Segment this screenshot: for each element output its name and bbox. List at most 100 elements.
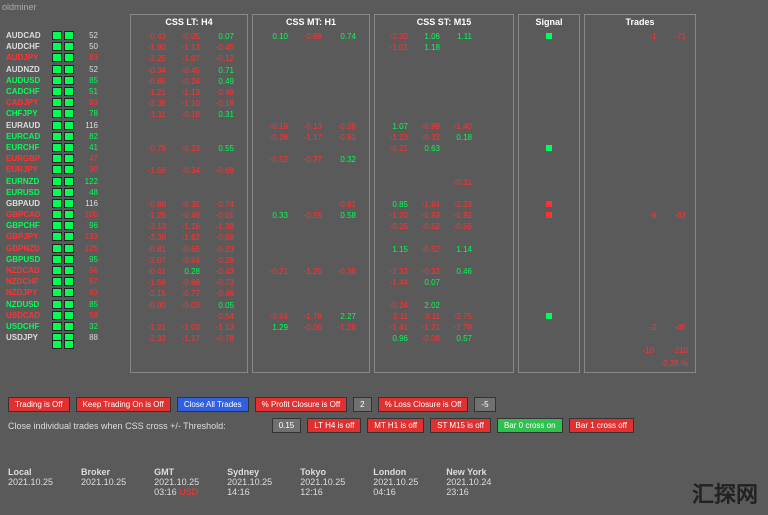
control-button[interactable]: 2 bbox=[353, 397, 371, 412]
st-row bbox=[378, 165, 510, 176]
pair-box-b[interactable] bbox=[52, 232, 62, 241]
css-cell: -1.40 bbox=[442, 122, 472, 131]
pair-box-s[interactable] bbox=[64, 98, 74, 107]
css-cell: -0.69 bbox=[202, 166, 234, 175]
control-button[interactable]: % Loss Closure is Off bbox=[378, 397, 469, 412]
pair-num: 52 bbox=[76, 31, 98, 40]
pair-symbol: AUDUSD bbox=[6, 76, 50, 85]
pair-box-b[interactable] bbox=[52, 210, 62, 219]
pair-box-b[interactable] bbox=[52, 221, 62, 230]
css-cell: 0.32 bbox=[324, 155, 356, 164]
tr-row bbox=[588, 76, 692, 87]
control-button[interactable]: ST M15 is off bbox=[430, 418, 491, 433]
control-button[interactable]: LT H4 is off bbox=[307, 418, 361, 433]
pair-box-s[interactable] bbox=[64, 177, 74, 186]
pair-row-EURUSD: EURUSD 48 bbox=[6, 187, 126, 198]
pair-box-s[interactable] bbox=[64, 255, 74, 264]
pair-box-s[interactable] bbox=[64, 266, 74, 275]
pair-box-s[interactable] bbox=[64, 31, 74, 40]
pair-row-CADCHF: CADCHF 51 bbox=[6, 86, 126, 97]
control-button[interactable]: Bar 0 cross on bbox=[497, 418, 563, 433]
pair-box-b[interactable] bbox=[52, 109, 62, 118]
pair-num: 51 bbox=[76, 87, 98, 96]
pair-box-b[interactable] bbox=[52, 266, 62, 275]
pair-box-b[interactable] bbox=[52, 65, 62, 74]
css-cell: -1.58 bbox=[134, 278, 166, 287]
pair-box-s[interactable] bbox=[64, 65, 74, 74]
pair-box-s[interactable] bbox=[64, 188, 74, 197]
pair-box-s[interactable] bbox=[64, 143, 74, 152]
pair-box-s[interactable] bbox=[64, 322, 74, 331]
lt-row: -1.58-0.68-0.73 bbox=[134, 277, 244, 288]
pair-box-s[interactable] bbox=[64, 132, 74, 141]
pair-box-b[interactable] bbox=[52, 121, 62, 130]
sig-row bbox=[522, 31, 576, 42]
lt-row: -0.79-0.230.55 bbox=[134, 143, 244, 154]
pair-box-s[interactable] bbox=[64, 53, 74, 62]
st-row: 0.85-1.84-2.23 bbox=[378, 199, 510, 210]
st-row: -0.210.63 bbox=[378, 143, 510, 154]
control-button[interactable]: Trading is Off bbox=[8, 397, 70, 412]
pair-box-b[interactable] bbox=[52, 154, 62, 163]
control-button[interactable]: Close All Trades bbox=[177, 397, 249, 412]
css-cell: 1.06 bbox=[410, 32, 440, 41]
pair-box-b[interactable] bbox=[52, 177, 62, 186]
pair-box-s[interactable] bbox=[64, 109, 74, 118]
pair-box-s[interactable] bbox=[64, 42, 74, 51]
pair-box-b[interactable] bbox=[52, 300, 62, 309]
pair-box-s[interactable] bbox=[64, 121, 74, 130]
pair-box-s[interactable] bbox=[64, 232, 74, 241]
pair-box-s[interactable] bbox=[64, 199, 74, 208]
css-cell: -0.49 bbox=[202, 88, 234, 97]
sig-row bbox=[522, 311, 576, 322]
control-button[interactable]: 0.15 bbox=[272, 418, 302, 433]
css-cell: 2.02 bbox=[410, 301, 440, 310]
sig-row bbox=[522, 143, 576, 154]
pair-box-s[interactable] bbox=[64, 76, 74, 85]
pair-num: 32 bbox=[76, 322, 98, 331]
pair-box-b[interactable] bbox=[52, 255, 62, 264]
pair-box-s[interactable] bbox=[64, 165, 74, 174]
pair-box-b[interactable] bbox=[52, 42, 62, 51]
pair-box-b[interactable] bbox=[52, 98, 62, 107]
st-row bbox=[378, 255, 510, 266]
css-cell: -0.65 bbox=[168, 245, 200, 254]
tr-row bbox=[588, 143, 692, 154]
pair-box-b[interactable] bbox=[52, 277, 62, 286]
pair-box-b[interactable] bbox=[52, 31, 62, 40]
tr-row bbox=[588, 121, 692, 132]
control-button[interactable]: % Profit Closure is Off bbox=[255, 397, 348, 412]
pair-box-s[interactable] bbox=[64, 87, 74, 96]
pair-box-b[interactable] bbox=[52, 311, 62, 320]
pair-box-s[interactable] bbox=[64, 244, 74, 253]
pair-box-b[interactable] bbox=[52, 244, 62, 253]
pair-box-b[interactable] bbox=[52, 87, 62, 96]
pair-box-b[interactable] bbox=[52, 76, 62, 85]
control-button[interactable]: -5 bbox=[474, 397, 495, 412]
css-cell: 1.15 bbox=[378, 245, 408, 254]
tr-row bbox=[588, 53, 692, 64]
control-button[interactable]: MT H1 is off bbox=[367, 418, 424, 433]
pair-box-b[interactable] bbox=[52, 199, 62, 208]
pair-box-s[interactable] bbox=[64, 221, 74, 230]
control-button[interactable]: Bar 1 cross off bbox=[569, 418, 634, 433]
pair-box-s[interactable] bbox=[64, 300, 74, 309]
pair-box-b[interactable] bbox=[52, 132, 62, 141]
css-cell: -1.62 bbox=[168, 233, 200, 242]
pair-row-AUDNZD: AUDNZD 52 bbox=[6, 64, 126, 75]
pair-box-s[interactable] bbox=[64, 154, 74, 163]
pair-box-b[interactable] bbox=[52, 288, 62, 297]
css-mt-panel: CSS MT: H1 0.10-0.680.741.131.731.18-0.1… bbox=[252, 14, 370, 373]
control-button[interactable]: Keep Trading On is Off bbox=[76, 397, 171, 412]
sig-row bbox=[522, 98, 576, 109]
pair-box-b[interactable] bbox=[52, 165, 62, 174]
pair-box-b[interactable] bbox=[52, 143, 62, 152]
pair-box-s[interactable] bbox=[64, 277, 74, 286]
pair-num: 85 bbox=[76, 300, 98, 309]
pair-box-s[interactable] bbox=[64, 210, 74, 219]
pair-box-s[interactable] bbox=[64, 288, 74, 297]
pair-box-b[interactable] bbox=[52, 188, 62, 197]
pair-box-b[interactable] bbox=[52, 53, 62, 62]
pair-box-b[interactable] bbox=[52, 322, 62, 331]
pair-box-s[interactable] bbox=[64, 311, 74, 320]
